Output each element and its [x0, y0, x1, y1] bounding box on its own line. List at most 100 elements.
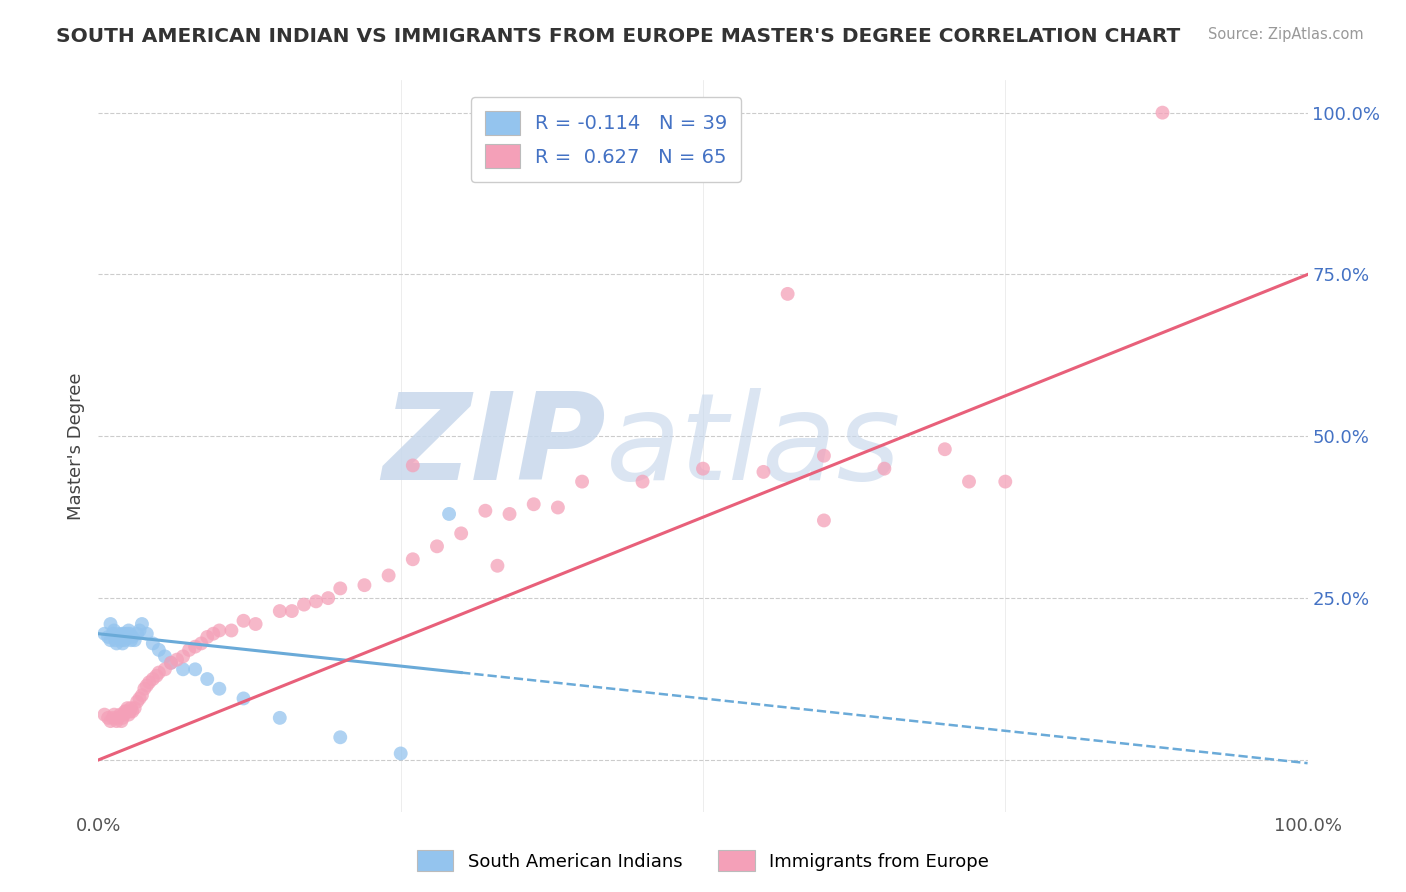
Y-axis label: Master's Degree: Master's Degree	[66, 372, 84, 520]
Point	[107, 626, 129, 640]
Point	[179, 643, 201, 657]
Point	[221, 624, 243, 638]
Point	[994, 475, 1017, 489]
Point	[172, 649, 194, 664]
Point	[389, 747, 412, 761]
Point	[752, 465, 775, 479]
Point	[316, 591, 339, 606]
Point	[450, 526, 472, 541]
Point	[128, 624, 150, 638]
Point	[153, 662, 176, 676]
Point	[127, 626, 149, 640]
Text: SOUTH AMERICAN INDIAN VS IMMIGRANTS FROM EUROPE MASTER'S DEGREE CORRELATION CHAR: SOUTH AMERICAN INDIAN VS IMMIGRANTS FROM…	[56, 27, 1181, 45]
Point	[142, 672, 165, 686]
Point	[93, 707, 115, 722]
Point	[124, 701, 146, 715]
Legend: South American Indians, Immigrants from Europe: South American Indians, Immigrants from …	[411, 843, 995, 879]
Point	[101, 626, 124, 640]
Point	[190, 636, 212, 650]
Point	[934, 442, 956, 457]
Point	[105, 636, 128, 650]
Point	[108, 707, 131, 722]
Point	[103, 624, 125, 638]
Point	[692, 461, 714, 475]
Point	[208, 681, 231, 696]
Point	[118, 626, 141, 640]
Point	[105, 714, 128, 728]
Point	[112, 707, 135, 722]
Point	[292, 598, 315, 612]
Point	[498, 507, 520, 521]
Point	[114, 705, 136, 719]
Text: Source: ZipAtlas.com: Source: ZipAtlas.com	[1208, 27, 1364, 42]
Point	[202, 626, 225, 640]
Point	[115, 705, 138, 719]
Point	[426, 539, 449, 553]
Point	[124, 633, 146, 648]
Point	[110, 633, 132, 648]
Point	[1152, 105, 1174, 120]
Point	[120, 701, 142, 715]
Point	[117, 626, 139, 640]
Point	[402, 458, 425, 473]
Point	[104, 633, 127, 648]
Point	[195, 630, 218, 644]
Point	[114, 633, 136, 648]
Point	[135, 626, 157, 640]
Point	[184, 640, 207, 654]
Point	[97, 711, 120, 725]
Point	[101, 711, 124, 725]
Text: ZIP: ZIP	[382, 387, 606, 505]
Point	[127, 695, 149, 709]
Point	[523, 497, 546, 511]
Point	[160, 656, 183, 670]
Point	[281, 604, 304, 618]
Point	[329, 582, 352, 596]
Point	[631, 475, 654, 489]
Point	[172, 662, 194, 676]
Point	[474, 504, 496, 518]
Point	[486, 558, 509, 573]
Point	[377, 568, 399, 582]
Point	[813, 513, 835, 527]
Point	[873, 461, 896, 475]
Point	[776, 286, 799, 301]
Point	[100, 633, 122, 648]
Point	[108, 630, 131, 644]
Point	[134, 681, 156, 696]
Point	[184, 662, 207, 676]
Point	[329, 731, 352, 745]
Point	[195, 672, 218, 686]
Point	[145, 669, 167, 683]
Point	[118, 624, 141, 638]
Point	[100, 617, 122, 632]
Point	[100, 714, 122, 728]
Point	[269, 604, 291, 618]
Point	[160, 656, 183, 670]
Point	[437, 507, 460, 521]
Point	[111, 636, 134, 650]
Point	[153, 649, 176, 664]
Text: atlas: atlas	[606, 387, 901, 505]
Point	[110, 714, 132, 728]
Point	[118, 707, 141, 722]
Point	[107, 711, 129, 725]
Point	[117, 701, 139, 715]
Point	[232, 691, 254, 706]
Point	[305, 594, 328, 608]
Point	[97, 630, 120, 644]
Point	[111, 711, 134, 725]
Point	[118, 705, 141, 719]
Point	[142, 636, 165, 650]
Point	[128, 691, 150, 706]
Point	[121, 630, 143, 644]
Legend: R = -0.114   N = 39, R =  0.627   N = 65: R = -0.114 N = 39, R = 0.627 N = 65	[471, 97, 741, 182]
Point	[208, 624, 231, 638]
Point	[148, 665, 170, 680]
Point	[135, 678, 157, 692]
Point	[232, 614, 254, 628]
Point	[103, 707, 125, 722]
Point	[138, 675, 160, 690]
Point	[120, 633, 142, 648]
Point	[353, 578, 375, 592]
